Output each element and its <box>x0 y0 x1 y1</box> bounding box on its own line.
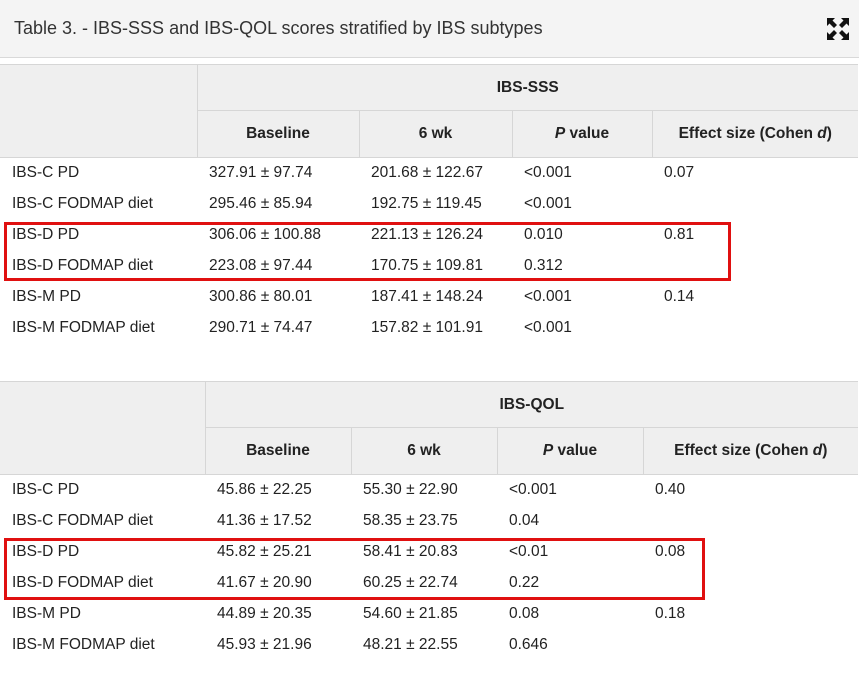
baseline-cell: 295.46 ± 85.94 <box>209 195 313 212</box>
group-header-row: IBS-QOL <box>0 381 859 475</box>
group-header: IBS-QOL <box>204 381 859 428</box>
col-6wk: 6 wk <box>350 427 497 475</box>
table-row: IBS-D PD 45.82 ± 25.21 58.41 ± 20.83 <0.01 0… <box>0 537 858 568</box>
baseline-cell: 41.67 ± 20.90 <box>217 574 312 591</box>
table-row: IBS-D PD 306.06 ± 100.88 221.13 ± 126.24 0.… <box>0 220 858 251</box>
p-value-cell: <0.001 <box>509 481 557 499</box>
baseline-cell: 300.86 ± 80.01 <box>209 288 313 305</box>
wk6-cell: 201.68 ± 122.67 <box>371 164 483 182</box>
p-value-cell: 0.04 <box>509 512 540 529</box>
baseline-cell: 45.86 ± 22.25 <box>217 481 312 499</box>
column-header-row: Baseline 6 wk P value Effect size (Cohen… <box>0 110 859 158</box>
effect-size-cell: 0.07 <box>664 164 695 182</box>
p-value-cell: <0.01 <box>509 543 549 560</box>
row-label: IBS-C PD <box>12 481 80 499</box>
baseline-cell: 306.06 ± 100.88 <box>209 226 321 243</box>
wk6-cell: 221.13 ± 126.24 <box>371 226 483 243</box>
p-value-cell: 0.08 <box>509 605 540 622</box>
table-row: IBS-C PD 327.91 ± 97.74 201.68 ± 122.67 <0.… <box>0 158 858 189</box>
ibs-sss-table: IBS-SSS Baseline 6 wk P value Effect siz… <box>0 64 859 344</box>
row-label: IBS-C FODMAP diet <box>12 512 153 529</box>
table-row: IBS-M PD 300.86 ± 80.01 187.41 ± 148.24 <0.… <box>0 282 858 313</box>
effect-size-cell: 0.18 <box>655 605 686 622</box>
effect-size-cell: 0.14 <box>664 288 695 305</box>
baseline-cell: 45.93 ± 21.96 <box>217 636 312 653</box>
p-value-cell: 0.646 <box>509 636 548 653</box>
table-row: IBS-D FODMAP diet 41.67 ± 20.90 60.25 ± 22… <box>0 568 858 599</box>
col-p-value: P value <box>511 110 652 158</box>
effect-size-cell <box>652 251 858 282</box>
effect-size-cell <box>643 630 858 661</box>
row-label: IBS-C FODMAP diet <box>12 195 153 212</box>
stub-header <box>0 381 205 475</box>
wk6-cell: 157.82 ± 101.91 <box>371 319 483 336</box>
row-label: IBS-M PD <box>12 288 81 305</box>
effect-size-cell <box>643 506 858 537</box>
table-row: IBS-M PD 44.89 ± 20.35 54.60 ± 21.85 0.08 0.… <box>0 599 858 630</box>
baseline-cell: 45.82 ± 25.21 <box>217 543 312 560</box>
group-header-row: IBS-SSS <box>0 64 859 158</box>
effect-size-cell <box>643 568 858 599</box>
stub-header <box>0 64 197 158</box>
row-label: IBS-M PD <box>12 605 81 622</box>
wk6-cell: 170.75 ± 109.81 <box>371 257 483 274</box>
baseline-cell: 327.91 ± 97.74 <box>209 164 313 182</box>
effect-size-cell: 0.08 <box>655 543 686 560</box>
effect-size-cell <box>652 313 858 344</box>
wk6-cell: 58.41 ± 20.83 <box>363 543 458 560</box>
title-bar: Table 3. - IBS-SSS and IBS-QOL scores st… <box>0 0 859 58</box>
baseline-cell: 44.89 ± 20.35 <box>217 605 312 622</box>
row-label: IBS-M FODMAP diet <box>12 319 155 336</box>
table-row: IBS-M FODMAP diet 45.93 ± 21.96 48.21 ± 22… <box>0 630 858 661</box>
row-label: IBS-D PD <box>12 226 80 243</box>
group-header: IBS-SSS <box>196 64 859 111</box>
p-value-cell: <0.001 <box>524 288 572 305</box>
expand-arrows-icon[interactable] <box>826 17 850 41</box>
p-value-cell: <0.001 <box>524 319 572 336</box>
table-row: IBS-C FODMAP diet 295.46 ± 85.94 192.75 ± … <box>0 189 858 220</box>
p-value-cell: <0.001 <box>524 195 572 212</box>
table-row: IBS-C FODMAP diet 41.36 ± 17.52 58.35 ± 23… <box>0 506 858 537</box>
col-baseline: Baseline <box>196 110 359 158</box>
col-effect-size: Effect size (Cohen d) <box>651 110 859 158</box>
col-baseline: Baseline <box>204 427 351 475</box>
baseline-cell: 41.36 ± 17.52 <box>217 512 312 529</box>
ibs-qol-table: IBS-QOL Baseline 6 wk P value Effect siz… <box>0 381 859 661</box>
row-label: IBS-D FODMAP diet <box>12 257 153 274</box>
p-value-cell: 0.22 <box>509 574 540 591</box>
wk6-cell: 60.25 ± 22.74 <box>363 574 458 591</box>
baseline-cell: 290.71 ± 74.47 <box>209 319 313 336</box>
effect-size-cell: 0.81 <box>664 226 695 243</box>
p-value-cell: 0.010 <box>524 226 563 243</box>
col-effect-size: Effect size (Cohen d) <box>642 427 859 475</box>
p-value-cell: 0.312 <box>524 257 563 274</box>
wk6-cell: 187.41 ± 148.24 <box>371 288 483 305</box>
wk6-cell: 58.35 ± 23.75 <box>363 512 458 529</box>
effect-size-cell <box>652 189 858 220</box>
wk6-cell: 192.75 ± 119.45 <box>371 195 482 212</box>
table-row: IBS-C PD 45.86 ± 22.25 55.30 ± 22.90 <0.001… <box>0 475 858 506</box>
wk6-cell: 55.30 ± 22.90 <box>363 481 458 499</box>
col-6wk: 6 wk <box>358 110 512 158</box>
row-label: IBS-C PD <box>12 164 80 182</box>
row-label: IBS-D PD <box>12 543 80 560</box>
row-label: IBS-D FODMAP diet <box>12 574 153 591</box>
table-row: IBS-M FODMAP diet 290.71 ± 74.47 157.82 ± … <box>0 313 858 344</box>
wk6-cell: 54.60 ± 21.85 <box>363 605 458 622</box>
table-row: IBS-D FODMAP diet 223.08 ± 97.44 170.75 ± … <box>0 251 858 282</box>
baseline-cell: 223.08 ± 97.44 <box>209 257 313 274</box>
wk6-cell: 48.21 ± 22.55 <box>363 636 458 653</box>
table-title: Table 3. - IBS-SSS and IBS-QOL scores st… <box>14 18 543 38</box>
p-value-cell: <0.001 <box>524 164 572 182</box>
effect-size-cell: 0.40 <box>655 481 686 499</box>
column-header-row: Baseline 6 wk P value Effect size (Cohen… <box>0 427 859 475</box>
col-p-value: P value <box>496 427 643 475</box>
row-label: IBS-M FODMAP diet <box>12 636 155 653</box>
